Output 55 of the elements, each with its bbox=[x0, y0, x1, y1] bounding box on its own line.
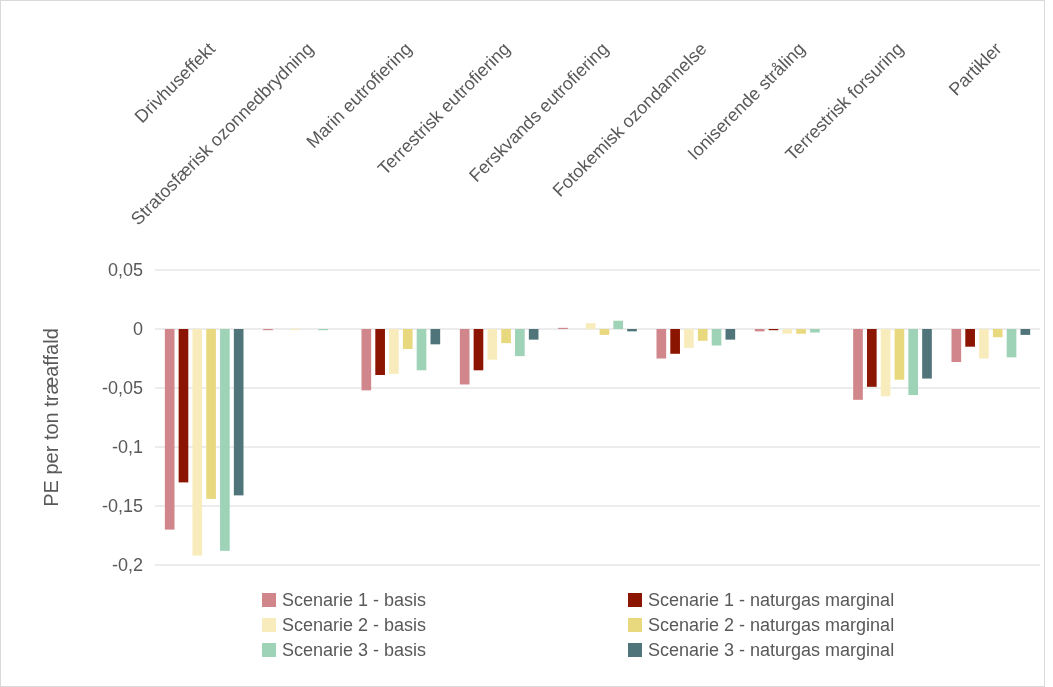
bar bbox=[866, 329, 877, 387]
bar bbox=[853, 329, 863, 400]
legend-label: Scenarie 1 - basis bbox=[282, 590, 427, 611]
bar bbox=[1006, 329, 1017, 358]
bar bbox=[992, 329, 1003, 338]
y-tick-label: 0 bbox=[132, 319, 143, 340]
bar bbox=[1020, 329, 1031, 335]
y-tick-label: -0,15 bbox=[101, 496, 143, 517]
bar bbox=[233, 329, 244, 496]
bar bbox=[402, 329, 413, 350]
bar bbox=[487, 329, 498, 360]
bar bbox=[178, 329, 189, 483]
bar bbox=[389, 329, 399, 374]
bar bbox=[810, 329, 820, 333]
y-tick-label: -0,05 bbox=[101, 378, 143, 399]
bar bbox=[979, 329, 989, 359]
bar bbox=[375, 329, 385, 376]
bar bbox=[782, 329, 793, 334]
y-tick-label: -0,1 bbox=[111, 437, 143, 458]
bar bbox=[473, 329, 484, 371]
bar bbox=[908, 329, 919, 396]
bar bbox=[206, 329, 216, 499]
bar bbox=[459, 329, 470, 385]
bar bbox=[430, 329, 441, 345]
bar bbox=[220, 329, 230, 551]
bar bbox=[599, 329, 610, 335]
bar bbox=[416, 329, 427, 371]
bar bbox=[613, 320, 624, 329]
y-axis-title: PE per ton træaffald bbox=[40, 328, 62, 507]
bar bbox=[684, 329, 694, 348]
bar bbox=[528, 329, 539, 340]
legend-label: Scenarie 2 - naturgas marginal bbox=[648, 615, 895, 636]
bar bbox=[164, 329, 175, 530]
bar bbox=[501, 329, 511, 344]
bar bbox=[192, 329, 203, 556]
bar bbox=[880, 329, 891, 397]
y-tick-label: 0,05 bbox=[107, 260, 143, 281]
bar bbox=[796, 329, 806, 334]
bar bbox=[585, 323, 596, 329]
y-tick-label: -0,2 bbox=[111, 555, 143, 576]
bar bbox=[361, 329, 372, 391]
bar bbox=[965, 329, 975, 347]
bar bbox=[894, 329, 905, 380]
bar bbox=[725, 329, 736, 340]
bar bbox=[670, 329, 680, 354]
bar bbox=[697, 329, 708, 341]
legend-label: Scenarie 3 - basis bbox=[282, 640, 427, 661]
bar bbox=[515, 329, 525, 357]
bar bbox=[711, 329, 722, 346]
legend-label: Scenarie 3 - naturgas marginal bbox=[648, 640, 895, 661]
legend-label: Scenarie 1 - naturgas marginal bbox=[648, 590, 895, 611]
bar bbox=[922, 329, 932, 379]
bar bbox=[656, 329, 667, 359]
bar bbox=[951, 329, 962, 363]
legend-label: Scenarie 2 - basis bbox=[282, 615, 427, 636]
